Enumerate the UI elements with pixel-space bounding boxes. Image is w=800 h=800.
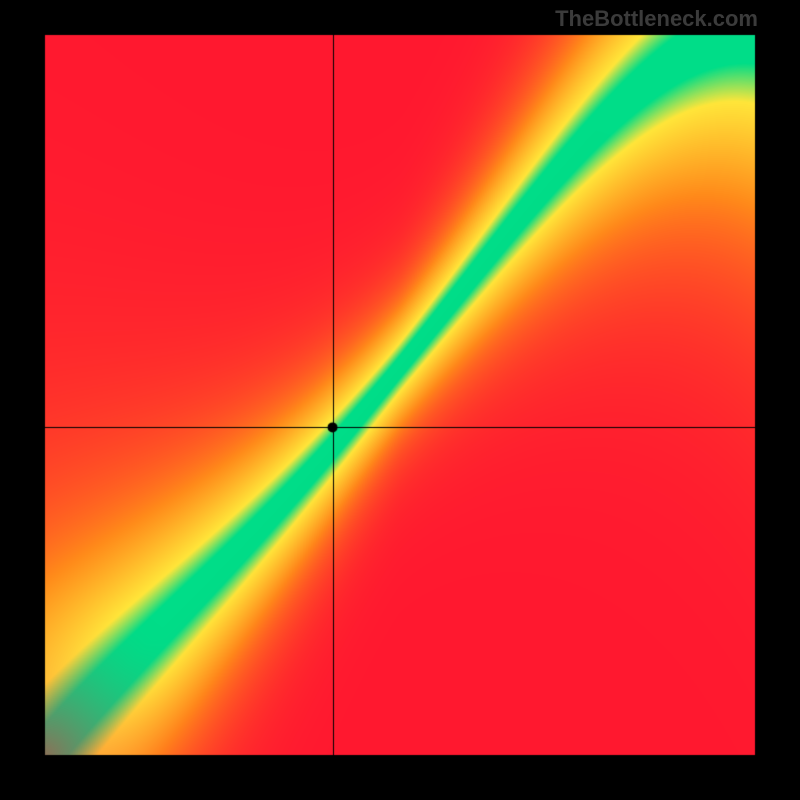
heatmap-canvas	[0, 0, 800, 800]
chart-container: TheBottleneck.com	[0, 0, 800, 800]
watermark-text: TheBottleneck.com	[555, 6, 758, 32]
